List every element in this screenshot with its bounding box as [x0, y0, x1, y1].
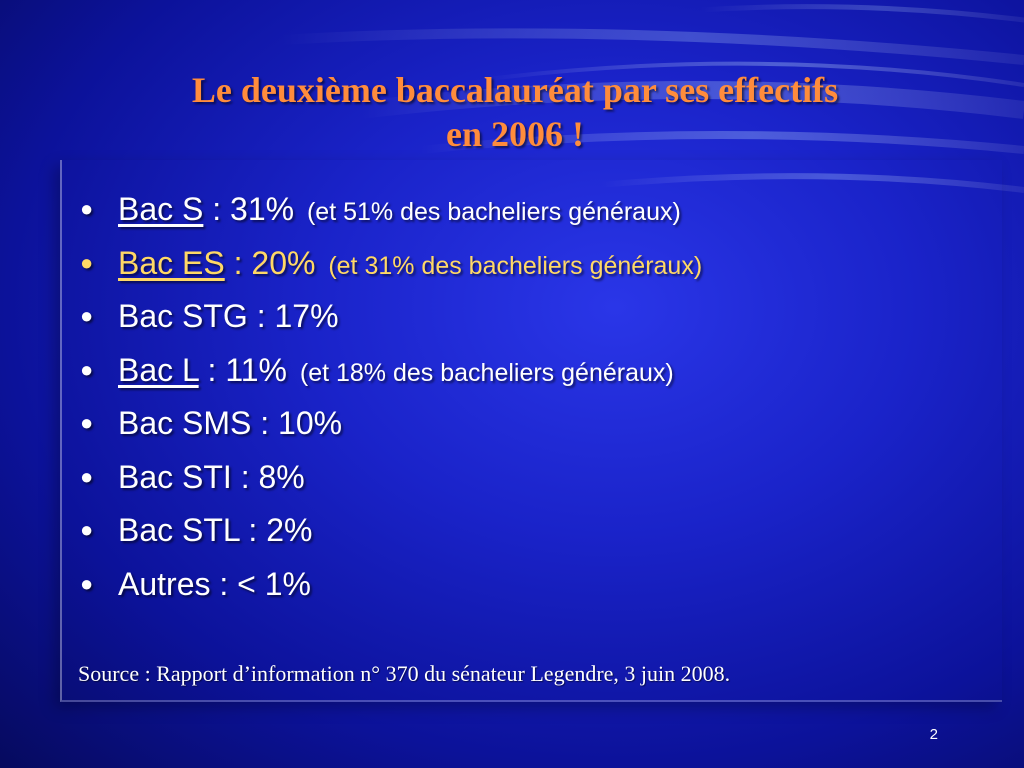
item-name: Bac SMS [118, 405, 252, 441]
page-number: 2 [929, 726, 938, 743]
list-item-bac-es: ● Bac ES : 20% (et 31% des bacheliers gén… [80, 238, 980, 292]
item-note: (et 31% des bacheliers généraux) [328, 251, 703, 280]
slide-frame [60, 160, 1002, 702]
bullet-icon: ● [80, 463, 94, 489]
source-citation: Source : Rapport d’information n° 370 du… [78, 661, 731, 686]
bac-es-link[interactable]: Bac ES [118, 244, 225, 281]
title-line-1: Le deuxième baccalauréat par ses effecti… [191, 70, 839, 110]
slide-title: Le deuxième baccalauréat par ses effecti… [60, 68, 970, 156]
bullet-icon: ● [80, 356, 94, 382]
item-note: (et 18% des bacheliers généraux) [299, 358, 674, 387]
item-value: : 17% [247, 298, 339, 334]
item-name: Bac STG [118, 298, 248, 334]
list-item-bac-s: ● Bac S : 31% (et 51% des bacheliers géné… [80, 184, 980, 238]
item-value: : 31% [203, 191, 295, 227]
item-name: Bac STL [118, 512, 240, 548]
bac-l-link[interactable]: Bac L [118, 351, 199, 388]
list-item-bac-l: ● Bac L : 11% (et 18% des bacheliers géné… [80, 345, 980, 399]
list-item-bac-stl: ● Bac STL : 2% [80, 505, 980, 559]
bullet-icon: ● [80, 249, 94, 275]
bullet-icon: ● [80, 196, 94, 221]
item-note: (et 51% des bacheliers généraux) [306, 198, 681, 226]
item-value: : 11% [198, 351, 287, 388]
item-name: Bac STI [118, 458, 232, 495]
bullet-icon: ● [80, 410, 94, 435]
list-item-bac-sms: ● Bac SMS : 10% [80, 398, 980, 452]
bullet-icon: ● [80, 570, 94, 596]
item-name: Autres [118, 565, 211, 602]
list-item-bac-sti: ● Bac STI : 8% [80, 452, 980, 506]
item-value: : 2% [239, 512, 313, 548]
item-value: : < 1% [210, 565, 311, 602]
title-line-2: en 2006 ! [446, 114, 584, 154]
bullet-list: ● Bac S : 31% (et 51% des bacheliers géné… [80, 184, 980, 612]
bullet-icon: ● [80, 517, 94, 542]
item-value: : 8% [231, 458, 305, 495]
item-value: : 10% [251, 405, 343, 441]
bullet-icon: ● [80, 303, 94, 328]
bac-s-link[interactable]: Bac S [118, 191, 204, 227]
item-value: : 20% [224, 244, 316, 281]
list-item-autres: ● Autres : < 1% [80, 559, 980, 613]
list-item-bac-stg: ● Bac STG : 17% [80, 291, 980, 345]
